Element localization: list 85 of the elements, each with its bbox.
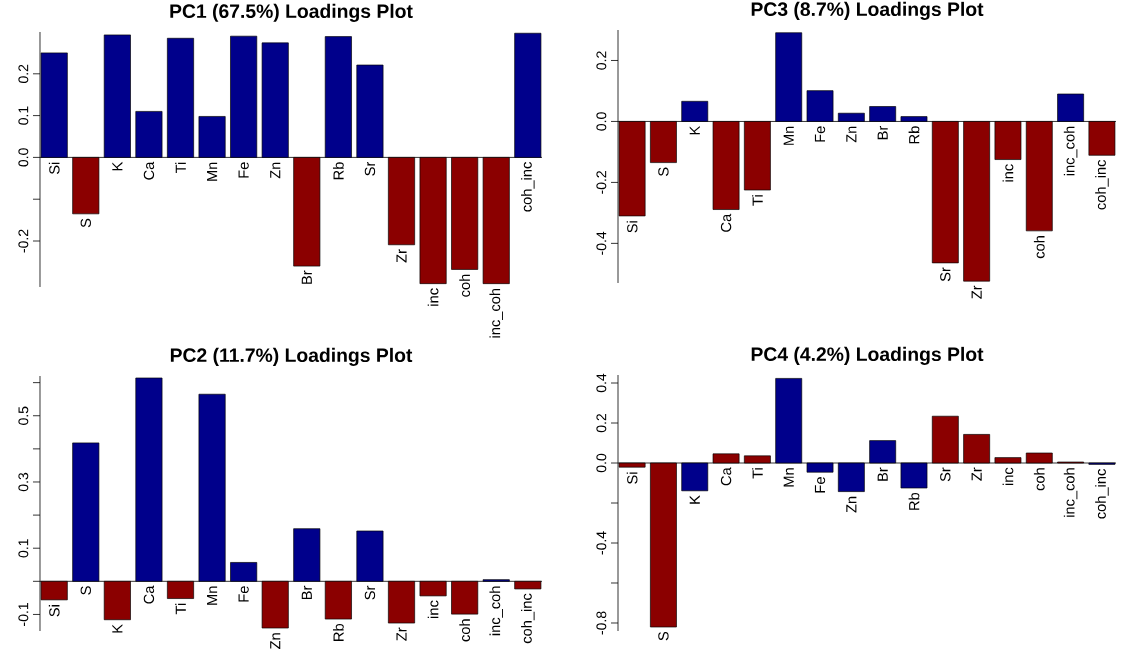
x-tick-label: Fe <box>814 477 826 493</box>
x-tick-label: S <box>80 218 91 228</box>
x-tick-label: Zr <box>396 249 407 263</box>
x-tick-label: Zn <box>846 126 857 143</box>
y-tick-label: -0.4 <box>596 531 607 555</box>
x-tick-label: Zn <box>270 633 281 649</box>
x-tick-label: inc_coh <box>1063 126 1078 176</box>
x-tick-label: Sr <box>940 467 951 482</box>
x-tick-label: Rb <box>332 162 344 180</box>
x-tick-label: Sr <box>364 161 376 176</box>
x-tick-label: coh_inc <box>521 593 535 644</box>
x-tick-label: Rb <box>908 492 920 510</box>
chart-title: PC2 (11.7%) Loadings Plot <box>170 347 413 366</box>
x-tick-label: Ti <box>175 162 186 174</box>
x-tick-label: Zr <box>396 627 407 641</box>
x-tick-label: Zn <box>270 162 281 179</box>
x-tick-label: Mn <box>783 468 794 487</box>
y-tick-label: -0.2 <box>596 171 607 194</box>
x-tick-label: coh <box>459 274 471 297</box>
y-tick-label: 0.0 <box>596 453 607 473</box>
x-tick-label: Fe <box>238 586 249 602</box>
x-tick-label: Si <box>48 605 60 617</box>
x-tick-label: Ca <box>143 161 155 180</box>
y-tick-label: -0.4 <box>596 231 607 255</box>
x-tick-label: Rb <box>332 623 344 641</box>
chart-title: PC1 (67.5%) Loadings Plot <box>170 3 413 22</box>
y-tick-label: 0.2 <box>596 51 607 70</box>
x-tick-label: Si <box>626 472 638 484</box>
x-tick-label: Br <box>301 585 312 600</box>
y-tick-label: 0.2 <box>18 64 29 83</box>
x-tick-label: K <box>689 125 700 135</box>
x-tick-label: Zr <box>971 467 982 481</box>
y-tick-label: 0.2 <box>596 413 607 433</box>
x-tick-label: coh_inc <box>1095 469 1109 519</box>
x-tick-label: inc_coh <box>1063 468 1078 517</box>
y-tick-label: -0.8 <box>596 611 607 635</box>
x-tick-label: inc <box>1002 467 1014 486</box>
x-tick-label: Si <box>626 221 638 233</box>
x-tick-label: Br <box>301 270 312 284</box>
x-tick-label: Zr <box>971 285 982 299</box>
x-tick-label: Fe <box>814 126 826 142</box>
x-tick-label: S <box>80 586 91 595</box>
x-tick-label: inc <box>427 288 439 306</box>
x-tick-label: coh <box>459 619 471 642</box>
x-tick-label: Mn <box>783 126 794 145</box>
x-tick-label: Fe <box>238 162 249 178</box>
x-tick-label: Sr <box>364 585 376 600</box>
x-tick-label: K <box>112 161 123 171</box>
y-tick-label: 0.0 <box>596 112 607 131</box>
chart-title: PC3 (8.7%) Loadings Plot <box>751 1 984 20</box>
x-tick-label: coh <box>1033 236 1045 259</box>
x-tick-label: Sr <box>940 267 951 282</box>
y-tick-label: 0.1 <box>18 106 29 125</box>
x-tick-label: Ti <box>752 195 763 206</box>
y-tick-label: 0.5 <box>18 406 29 425</box>
y-tick-label: 0.3 <box>18 472 29 492</box>
x-tick-label: Br <box>877 125 888 140</box>
x-tick-label: Mn <box>207 586 218 605</box>
x-tick-label: Si <box>48 162 60 175</box>
x-tick-label: inc <box>427 600 439 618</box>
y-tick-label: 0.1 <box>18 539 29 558</box>
x-tick-label: coh_inc <box>521 162 535 212</box>
x-tick-label: K <box>689 495 700 504</box>
y-tick-label: -0.2 <box>18 229 29 253</box>
x-tick-label: inc <box>1002 164 1014 182</box>
chart-title: PC4 (4.2%) Loadings Plot <box>751 346 984 365</box>
x-tick-label: Ti <box>752 468 763 479</box>
x-tick-label: Ca <box>720 467 732 486</box>
x-tick-label: Ca <box>143 585 155 604</box>
y-tick-label: 0.4 <box>596 373 607 393</box>
x-tick-label: coh <box>1033 468 1045 491</box>
x-tick-label: inc_coh <box>489 586 503 636</box>
x-tick-label: S <box>658 631 669 641</box>
x-tick-label: Rb <box>908 126 920 144</box>
x-tick-label: Ti <box>175 603 186 615</box>
x-tick-label: inc_coh <box>489 288 503 338</box>
x-tick-label: S <box>658 167 669 176</box>
x-tick-label: K <box>112 624 123 633</box>
x-tick-label: Ca <box>720 213 732 232</box>
y-tick-label: -0.1 <box>18 603 29 626</box>
x-tick-label: coh_inc <box>1095 159 1109 210</box>
x-tick-label: Br <box>877 467 888 481</box>
x-tick-label: Mn <box>207 162 218 181</box>
x-tick-label: Zn <box>846 496 857 513</box>
y-tick-label: 0.0 <box>18 148 29 167</box>
